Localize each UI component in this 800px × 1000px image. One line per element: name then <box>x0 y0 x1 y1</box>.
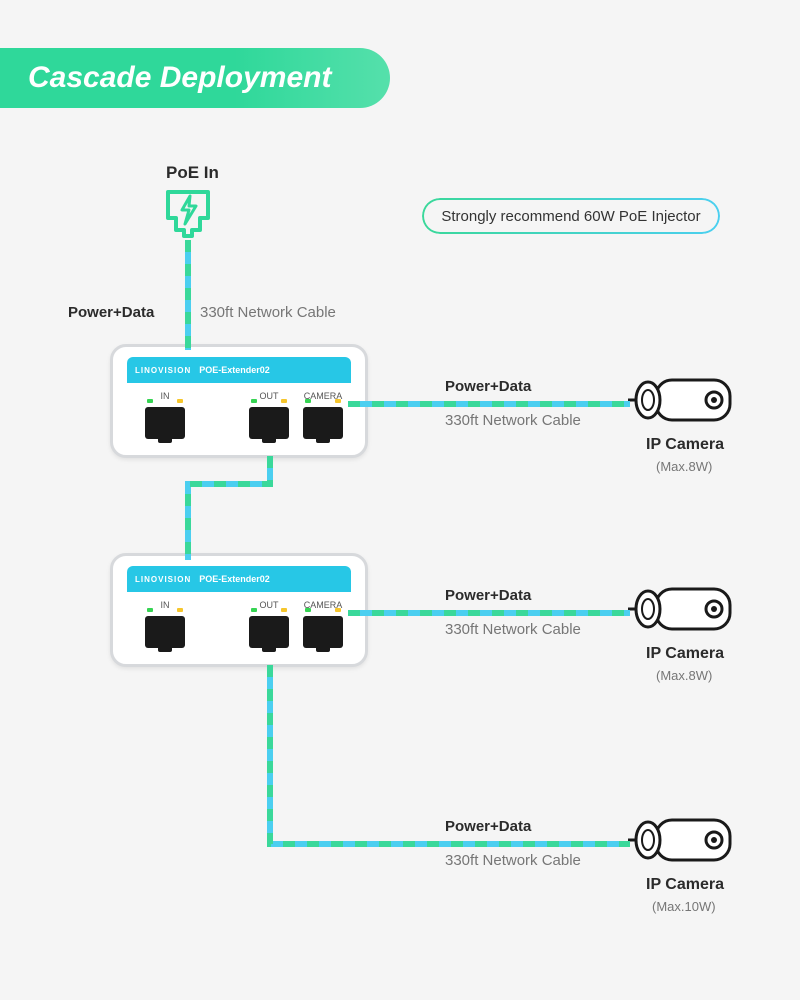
poe-extender-2: LINOVISION POE-Extender02 IN OUT CAMERA <box>110 553 368 667</box>
camera-3-sublabel: (Max.10W) <box>652 898 716 916</box>
recommendation-text: Strongly recommend 60W PoE Injector <box>441 208 700 225</box>
cable-label-sub-3: 330ft Network Cable <box>445 621 581 638</box>
poe-in-label: PoE In <box>166 163 219 183</box>
device-strip: LINOVISION POE-Extender02 <box>127 357 351 383</box>
device-brand: LINOVISION <box>135 366 191 375</box>
device-model: POE-Extender02 <box>199 574 270 584</box>
port-in-label: IN <box>141 391 189 401</box>
device-strip: LINOVISION POE-Extender02 <box>127 566 351 592</box>
camera-3-label: IP Camera <box>646 876 724 894</box>
camera-1-sublabel: (Max.8W) <box>656 458 712 476</box>
cable-label-main-3: Power+Data <box>445 587 531 604</box>
device-model: POE-Extender02 <box>199 365 270 375</box>
port-out-label: OUT <box>245 600 293 610</box>
cable-label-sub-1: 330ft Network Cable <box>200 304 336 321</box>
camera-2-sublabel: (Max.8W) <box>656 667 712 685</box>
poe-in-icon <box>162 188 214 245</box>
port-in <box>145 616 185 648</box>
device-ports: IN OUT CAMERA <box>127 383 351 445</box>
ip-camera-2 <box>628 577 738 646</box>
device-brand: LINOVISION <box>135 575 191 584</box>
port-camera <box>303 616 343 648</box>
cable-label-main-1: Power+Data <box>68 304 154 321</box>
port-out <box>249 407 289 439</box>
device-ports: IN OUT CAMERA <box>127 592 351 654</box>
port-out-label: OUT <box>245 391 293 401</box>
page-title: Cascade Deployment <box>28 61 331 95</box>
ip-camera-3 <box>628 808 738 877</box>
cable-label-sub-4: 330ft Network Cable <box>445 852 581 869</box>
port-in-label: IN <box>141 600 189 610</box>
cable-label-main-2: Power+Data <box>445 378 531 395</box>
port-in <box>145 407 185 439</box>
recommendation-callout: Strongly recommend 60W PoE Injector <box>422 198 720 234</box>
port-camera-label: CAMERA <box>299 391 347 401</box>
cable-label-main-4: Power+Data <box>445 818 531 835</box>
ip-camera-1 <box>628 368 738 437</box>
poe-extender-1: LINOVISION POE-Extender02 IN OUT CAMERA <box>110 344 368 458</box>
camera-1-label: IP Camera <box>646 436 724 454</box>
port-camera-label: CAMERA <box>299 600 347 610</box>
title-banner: Cascade Deployment <box>0 48 390 108</box>
port-camera <box>303 407 343 439</box>
camera-2-label: IP Camera <box>646 645 724 663</box>
port-out <box>249 616 289 648</box>
cable-label-sub-2: 330ft Network Cable <box>445 412 581 429</box>
